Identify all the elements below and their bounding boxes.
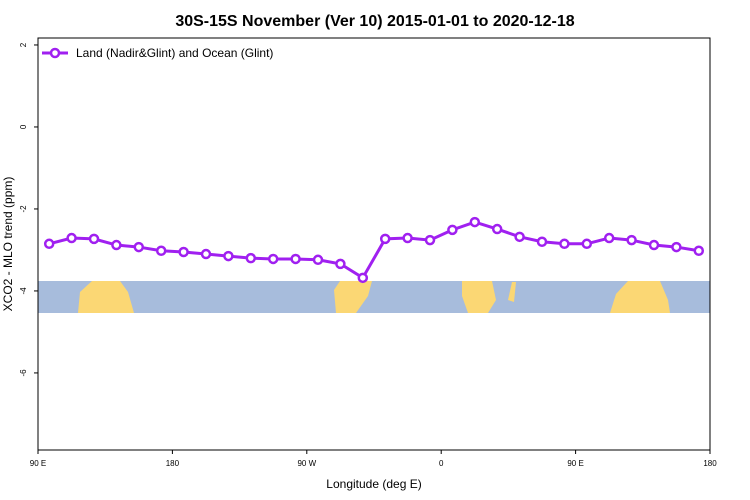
point [66, 232, 77, 244]
x-tick-label: 90 E [30, 459, 46, 468]
point [671, 241, 682, 253]
point [693, 245, 705, 257]
x-axis-label: Longitude (deg E) [326, 477, 421, 491]
point [335, 258, 346, 270]
y-tick-label: -2 [19, 205, 28, 213]
point [290, 253, 301, 265]
plot-frame [37, 37, 711, 451]
point [447, 224, 458, 236]
point [603, 232, 615, 244]
point [178, 246, 189, 258]
series-line [48, 220, 700, 280]
point [312, 254, 324, 266]
point [402, 232, 413, 244]
point [469, 216, 481, 228]
point [200, 248, 212, 260]
chart-title: 30S-15S November (Ver 10) 2015-01-01 to … [175, 13, 574, 30]
y-axis-label: XCO2 - MLO trend (ppm) [1, 177, 15, 312]
y-tick-label: -4 [19, 287, 28, 295]
point [626, 234, 637, 246]
point [648, 239, 660, 251]
map-strip [38, 281, 710, 313]
point [559, 238, 570, 250]
point [357, 272, 369, 284]
point [536, 236, 548, 247]
legend-marker [49, 47, 61, 59]
point [245, 252, 257, 264]
point [581, 238, 593, 250]
point [43, 238, 55, 250]
legend-label: Land (Nadir&Glint) and Ocean (Glint) [76, 46, 273, 60]
point [88, 233, 100, 245]
point [133, 241, 145, 253]
point [491, 223, 503, 235]
point [514, 231, 525, 243]
point [267, 253, 279, 265]
point [155, 245, 167, 257]
x-tick-label: 90 E [567, 459, 583, 468]
y-tick-label: 2 [19, 42, 28, 47]
point [379, 233, 391, 245]
point [424, 234, 436, 246]
y-tick-label: -6 [19, 369, 28, 377]
x-tick-label: 90 W [297, 459, 316, 468]
point [111, 239, 122, 251]
x-tick-label: 180 [703, 459, 717, 468]
point [223, 250, 234, 262]
x-tick-label: 180 [166, 459, 180, 468]
y-tick-label: 0 [19, 124, 28, 129]
x-tick-label: 0 [439, 459, 444, 468]
